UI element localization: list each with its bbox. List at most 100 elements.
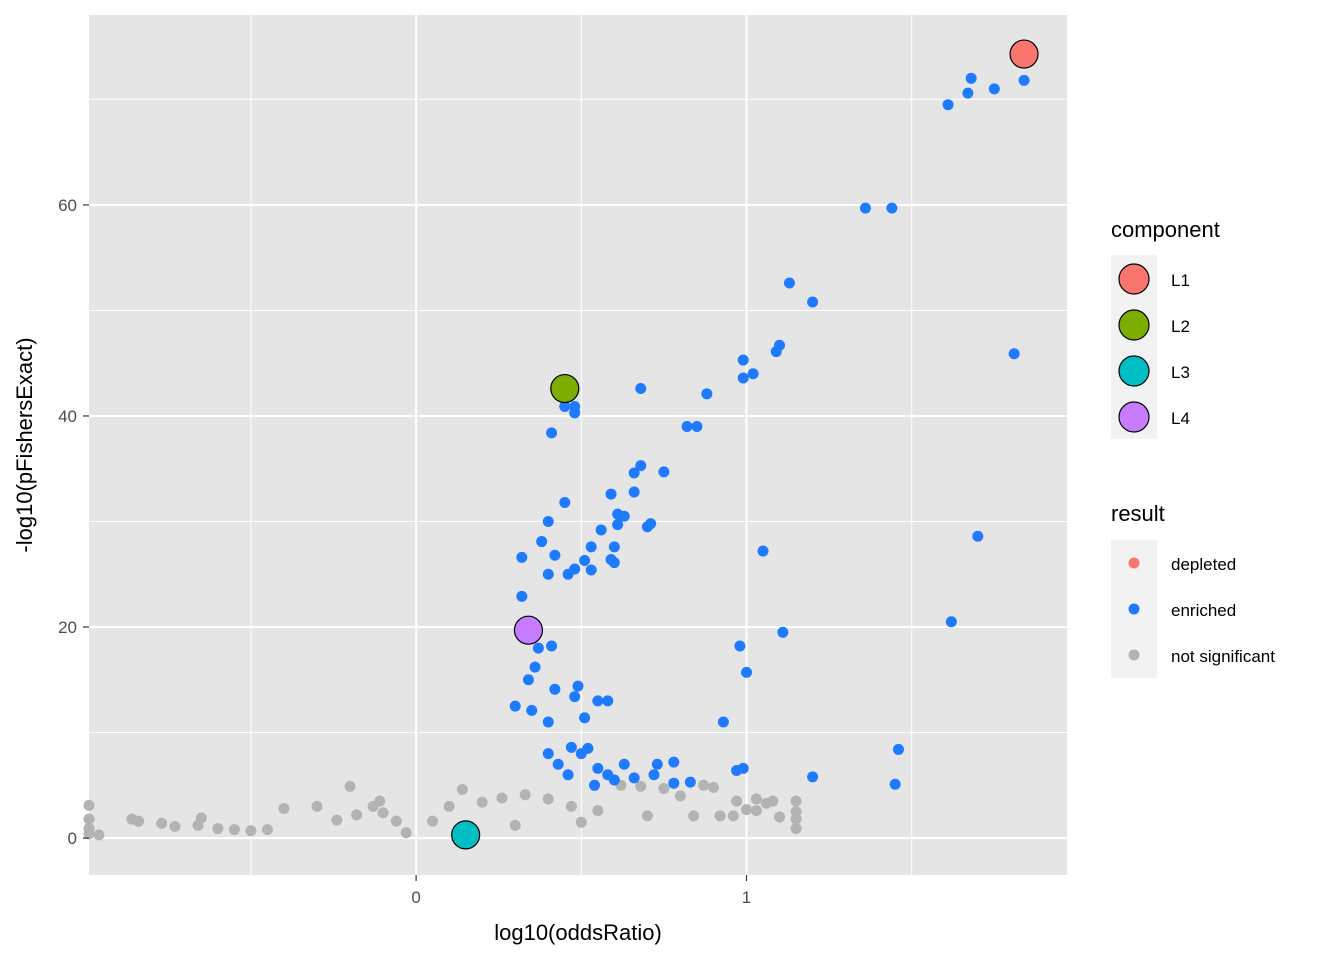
x-axis-title: log10(oddsRatio) [494, 920, 662, 945]
point-enriched [737, 372, 749, 384]
point-not-significant [228, 824, 240, 836]
point-not-significant [658, 782, 670, 794]
point-enriched [945, 616, 957, 628]
x-tick-label: 1 [742, 888, 751, 907]
point-enriched [592, 695, 604, 707]
point-enriched [734, 640, 746, 652]
point-enriched [549, 683, 561, 695]
legend-label-depleted: depleted [1171, 555, 1236, 574]
point-enriched [1008, 348, 1020, 360]
point-enriched [988, 83, 1000, 95]
point-not-significant [641, 810, 653, 822]
highlight-l4 [513, 615, 544, 645]
point-enriched [770, 346, 782, 358]
legend-label-l3: L3 [1171, 363, 1190, 382]
point-enriched [579, 712, 591, 724]
legend-label-enriched: enriched [1171, 601, 1236, 620]
point-not-significant [351, 809, 363, 821]
point-enriched [681, 421, 693, 433]
point-not-significant [707, 781, 719, 793]
point-not-significant [245, 825, 257, 837]
y-tick-label: 40 [58, 407, 77, 426]
point-enriched [516, 590, 528, 602]
point-enriched [1018, 74, 1030, 86]
legend-label-l2: L2 [1171, 317, 1190, 336]
point-enriched [546, 640, 558, 652]
point-not-significant [575, 816, 587, 828]
y-tick-label: 60 [58, 196, 77, 215]
point-enriched [509, 700, 521, 712]
legend-key-l3 [1118, 355, 1150, 387]
point-not-significant [344, 780, 356, 792]
point-enriched [618, 510, 630, 522]
highlight-l2 [550, 373, 580, 404]
point-enriched [569, 407, 581, 419]
point-enriched [542, 568, 554, 580]
point-not-significant [195, 812, 207, 824]
point-enriched [651, 758, 663, 770]
point-enriched [526, 704, 538, 716]
point-enriched [602, 695, 614, 707]
point-enriched [618, 758, 630, 770]
point-enriched [628, 772, 640, 784]
point-enriched [747, 368, 759, 380]
point-not-significant [93, 829, 105, 841]
point-not-significant [169, 820, 181, 832]
legend-key-enriched [1128, 603, 1140, 615]
legend-key-l1 [1118, 263, 1150, 295]
point-enriched [516, 551, 528, 563]
y-tick-label: 0 [68, 829, 77, 848]
point-not-significant [212, 823, 224, 835]
legend-result: result depleted enriched not significant [1111, 501, 1275, 678]
highlight-l3 [451, 820, 481, 850]
point-enriched [942, 99, 954, 111]
point-enriched [889, 778, 901, 790]
point-enriched [962, 87, 974, 99]
point-not-significant [331, 814, 343, 826]
point-enriched [972, 530, 984, 542]
point-enriched [628, 486, 640, 498]
point-enriched [658, 466, 670, 478]
point-enriched [608, 541, 620, 553]
legend-result-title: result [1111, 501, 1165, 526]
legend-key-l2 [1118, 309, 1150, 341]
data-points [83, 72, 1030, 841]
point-enriched [552, 758, 564, 770]
legend-key-not-significant [1128, 649, 1140, 661]
point-enriched [565, 741, 577, 753]
point-enriched [628, 467, 640, 479]
highlighted-components [451, 39, 1039, 850]
point-not-significant [790, 795, 802, 807]
point-enriched [608, 557, 620, 569]
point-not-significant [592, 805, 604, 817]
point-not-significant [496, 792, 508, 804]
point-enriched [635, 383, 647, 395]
point-enriched [612, 519, 624, 531]
point-enriched [807, 296, 819, 308]
plot-panel [89, 15, 1067, 875]
point-not-significant [377, 807, 389, 819]
point-not-significant [311, 800, 323, 812]
point-enriched [592, 762, 604, 774]
point-enriched [569, 691, 581, 703]
point-not-significant [456, 784, 468, 796]
point-not-significant [750, 793, 762, 805]
point-not-significant [767, 795, 779, 807]
point-enriched [737, 762, 749, 774]
point-enriched [717, 716, 729, 728]
legend-key-l4 [1118, 401, 1150, 433]
point-not-significant [261, 824, 273, 836]
point-enriched [635, 460, 647, 472]
point-enriched [701, 388, 713, 400]
point-enriched [892, 743, 904, 755]
legend-label-not-significant: not significant [1171, 647, 1275, 666]
point-not-significant [688, 810, 700, 822]
point-enriched [668, 777, 680, 789]
point-enriched [542, 716, 554, 728]
point-not-significant [374, 795, 386, 807]
point-enriched [549, 549, 561, 561]
point-not-significant [790, 823, 802, 835]
point-enriched [572, 680, 584, 692]
